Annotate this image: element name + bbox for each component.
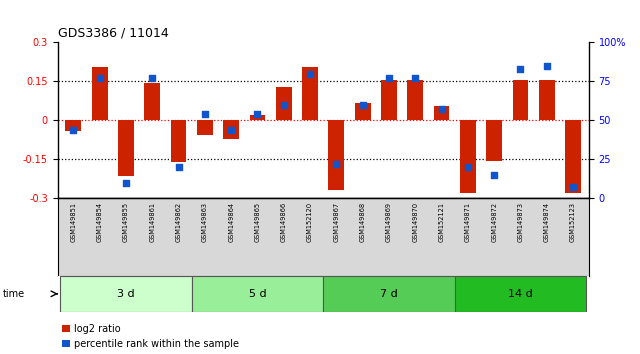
Point [384, 75, 394, 81]
Text: 14 d: 14 d [508, 289, 533, 299]
Point [358, 102, 368, 108]
Text: GSM149871: GSM149871 [465, 202, 471, 242]
Text: GSM152121: GSM152121 [438, 202, 445, 242]
Point [305, 71, 315, 76]
Point [463, 164, 473, 170]
Text: 3 d: 3 d [117, 289, 135, 299]
Text: GSM149867: GSM149867 [333, 202, 339, 242]
Point [95, 75, 105, 81]
Bar [145, 83, 160, 120]
Text: GSM149865: GSM149865 [255, 202, 260, 242]
Text: 7 d: 7 d [380, 289, 398, 299]
Text: GSM149868: GSM149868 [360, 202, 365, 242]
Point [410, 75, 420, 81]
Point [173, 164, 184, 170]
Point [121, 180, 131, 185]
Bar [276, 87, 292, 120]
Text: GSM149866: GSM149866 [281, 202, 287, 242]
Point [200, 111, 210, 117]
Text: time: time [3, 289, 26, 299]
Bar [118, 120, 134, 176]
Point [332, 161, 342, 167]
Point [278, 102, 289, 108]
Text: GSM149855: GSM149855 [123, 202, 129, 242]
Text: GSM149872: GSM149872 [491, 202, 497, 242]
Point [515, 66, 525, 72]
Point [226, 127, 236, 132]
Text: GSM149851: GSM149851 [70, 202, 76, 242]
Bar [381, 80, 397, 120]
Text: GSM149869: GSM149869 [386, 202, 392, 242]
Text: GSM149861: GSM149861 [149, 202, 156, 242]
Bar [192, 276, 323, 312]
Bar [407, 80, 423, 120]
Point [436, 107, 447, 112]
Text: GSM149870: GSM149870 [412, 202, 418, 242]
Bar [434, 106, 449, 120]
Point [568, 184, 578, 190]
Point [541, 63, 552, 69]
Point [252, 111, 262, 117]
Text: GSM149873: GSM149873 [517, 202, 524, 242]
Point [68, 127, 79, 132]
Bar [539, 80, 555, 120]
Point [489, 172, 499, 178]
Bar [486, 120, 502, 161]
Legend: log2 ratio, percentile rank within the sample: log2 ratio, percentile rank within the s… [63, 324, 239, 349]
Text: GSM152123: GSM152123 [570, 202, 576, 242]
Text: GDS3386 / 11014: GDS3386 / 11014 [58, 27, 168, 40]
Bar [60, 276, 192, 312]
Bar [223, 120, 239, 138]
Bar [250, 115, 266, 120]
Text: GSM149874: GSM149874 [544, 202, 550, 242]
Bar [454, 276, 586, 312]
Text: 5 d: 5 d [249, 289, 266, 299]
Text: GSM149864: GSM149864 [228, 202, 234, 242]
Text: GSM149863: GSM149863 [202, 202, 208, 242]
Text: GSM152120: GSM152120 [307, 202, 313, 242]
Bar [565, 120, 581, 193]
Bar [513, 80, 528, 120]
Bar [355, 103, 371, 120]
Bar [65, 120, 81, 131]
Bar [302, 67, 318, 120]
Bar [92, 67, 108, 120]
Point [147, 75, 157, 81]
Bar [197, 120, 212, 135]
Text: GSM149854: GSM149854 [97, 202, 102, 242]
Bar [323, 276, 454, 312]
Bar [171, 120, 186, 162]
Bar [460, 120, 476, 193]
Bar [328, 120, 344, 190]
Text: GSM149862: GSM149862 [175, 202, 182, 242]
